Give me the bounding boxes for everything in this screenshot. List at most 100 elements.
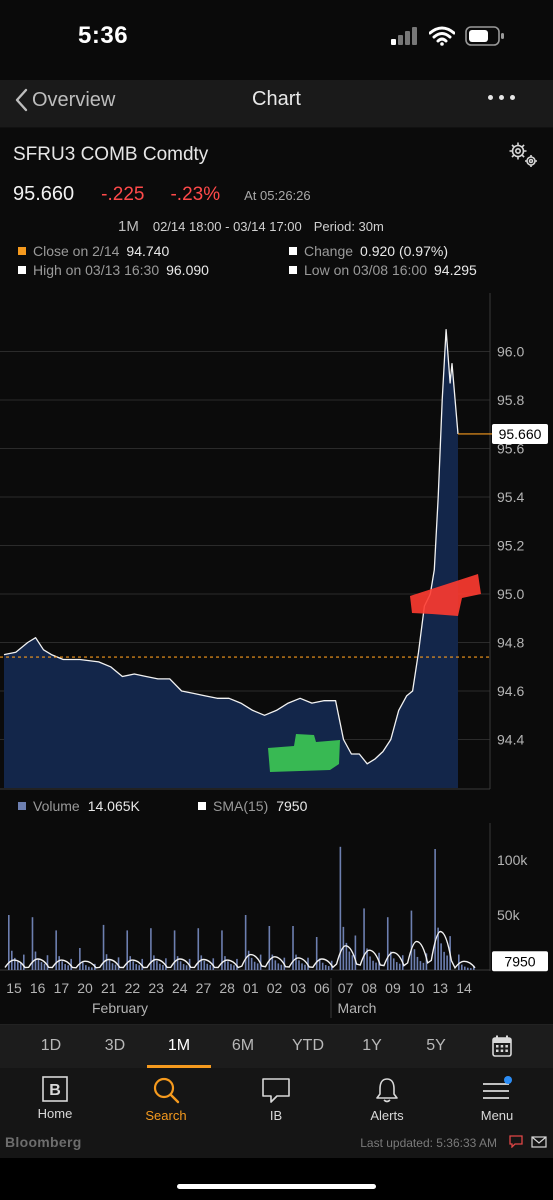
volume-bar <box>34 951 37 970</box>
range-tab-1d[interactable]: 1D <box>40 1037 62 1054</box>
volume-bar <box>117 957 120 970</box>
red-annotation-mark <box>410 574 481 616</box>
volume-bar <box>236 958 238 970</box>
legend-close-label: Close on 2/14 <box>33 243 120 259</box>
range-tab-1m[interactable]: 1M <box>167 1037 191 1054</box>
price-y-tick-label: 95.4 <box>497 489 524 505</box>
volume-bar <box>82 962 84 970</box>
volume-bar <box>114 964 117 970</box>
volume-bar <box>209 964 212 970</box>
legend-high-value: 96.090 <box>166 262 209 278</box>
legend-volume-label: Volume <box>33 798 80 814</box>
volume-bar <box>102 924 105 970</box>
range-selector-button[interactable]: 1M <box>118 218 139 235</box>
range-tab-ytd[interactable]: YTD <box>292 1037 324 1054</box>
tab-ib-label: IB <box>269 1108 283 1123</box>
bell-icon <box>376 1078 398 1103</box>
month-label-february: February <box>92 1000 148 1016</box>
volume-bar <box>230 964 232 970</box>
volume-bar <box>277 963 280 970</box>
chat-icon <box>262 1078 290 1103</box>
volume-bar <box>470 968 472 970</box>
legend-high-label: High on 03/13 16:30 <box>33 262 160 278</box>
price-y-tick-label: 95.8 <box>497 392 524 408</box>
back-button[interactable]: Overview <box>14 88 115 112</box>
range-tab-6m[interactable]: 6M <box>231 1037 255 1054</box>
volume-bar <box>321 962 324 970</box>
volume-bar <box>46 955 49 970</box>
volume-bar <box>206 963 209 970</box>
mail-icon[interactable] <box>531 1135 547 1148</box>
volume-bar <box>165 958 167 970</box>
volume-bar <box>473 965 475 970</box>
more-options-button[interactable] <box>488 95 515 100</box>
legend-swatch <box>18 247 26 255</box>
volume-bar <box>366 948 368 970</box>
tab-ib[interactable]: IB <box>231 1076 321 1123</box>
svg-text:B: B <box>49 1082 61 1099</box>
more-dot-icon <box>499 95 504 100</box>
legend-volume-value: 14.065K <box>87 798 140 814</box>
tab-search[interactable]: Search <box>121 1076 211 1123</box>
range-tab-1y[interactable]: 1Y <box>362 1037 382 1054</box>
legend-swatch <box>18 802 26 810</box>
x-tick-label: 14 <box>456 980 472 996</box>
price-y-tick-label: 94.8 <box>497 635 524 651</box>
volume-bars <box>8 846 475 970</box>
x-tick-label: 24 <box>172 980 188 996</box>
chevron-left-icon <box>15 88 28 112</box>
volume-bar <box>351 955 354 970</box>
status-icons <box>391 26 505 46</box>
volume-bar <box>88 966 90 970</box>
volume-bar <box>395 962 398 970</box>
chart-settings-button[interactable] <box>507 140 539 175</box>
volume-bar <box>55 930 57 970</box>
volume-bar <box>212 958 215 970</box>
volume-bar <box>315 937 318 970</box>
active-range-underline <box>147 1065 211 1068</box>
custom-range-button[interactable] <box>492 1035 512 1062</box>
volume-bar <box>327 966 330 970</box>
gear-icon <box>509 142 537 167</box>
more-dot-icon <box>488 95 493 100</box>
volume-bar <box>268 926 271 970</box>
volume-bar <box>369 956 371 970</box>
x-tick-label: 08 <box>361 980 377 996</box>
bloomberg-logo: Bloomberg <box>5 1134 82 1150</box>
volume-bar <box>23 954 25 970</box>
x-tick-label: 17 <box>54 980 70 996</box>
volume-last-tag: 7950 <box>492 951 548 972</box>
volume-bar <box>274 960 277 970</box>
range-tab-3d[interactable]: 3D <box>104 1037 126 1054</box>
volume-bar <box>434 849 436 970</box>
price-y-axis: 94.4 94.6 94.8 95.0 95.2 95.4 95.6 95.8 96.0 <box>497 344 524 748</box>
tab-menu[interactable]: Menu <box>452 1076 542 1123</box>
volume-bar <box>292 926 294 970</box>
back-label: Overview <box>32 88 116 111</box>
tab-home[interactable]: B Home <box>10 1076 100 1121</box>
volume-bar <box>40 962 43 970</box>
volume-sma-path <box>4 930 476 970</box>
x-tick-label: 01 <box>243 980 259 996</box>
tab-menu-label: Menu <box>480 1108 514 1123</box>
x-tick-label: 21 <box>101 980 117 996</box>
volume-sma-line <box>4 930 476 970</box>
feedback-icon[interactable] <box>509 1135 523 1148</box>
tab-alerts[interactable]: Alerts <box>342 1076 432 1123</box>
volume-bar <box>339 846 342 970</box>
volume-bar <box>182 964 185 970</box>
legend-swatch <box>289 266 297 274</box>
volume-bar <box>416 956 419 970</box>
volume-bar <box>85 965 87 970</box>
range-tab-5y[interactable]: 5Y <box>426 1037 446 1054</box>
volume-bar <box>345 942 348 970</box>
legend-swatch <box>198 802 206 810</box>
volume-bar <box>105 954 108 970</box>
legend-swatch <box>18 266 26 274</box>
price-volume-chart[interactable]: 94.4 94.6 94.8 95.0 95.2 95.4 95.6 95.8 96.0 95.… <box>0 128 553 1024</box>
hand-annotations <box>268 574 481 772</box>
volume-bar <box>141 958 144 970</box>
volume-bar <box>295 954 297 970</box>
volume-last-box <box>492 951 548 972</box>
volume-bar <box>20 963 22 970</box>
